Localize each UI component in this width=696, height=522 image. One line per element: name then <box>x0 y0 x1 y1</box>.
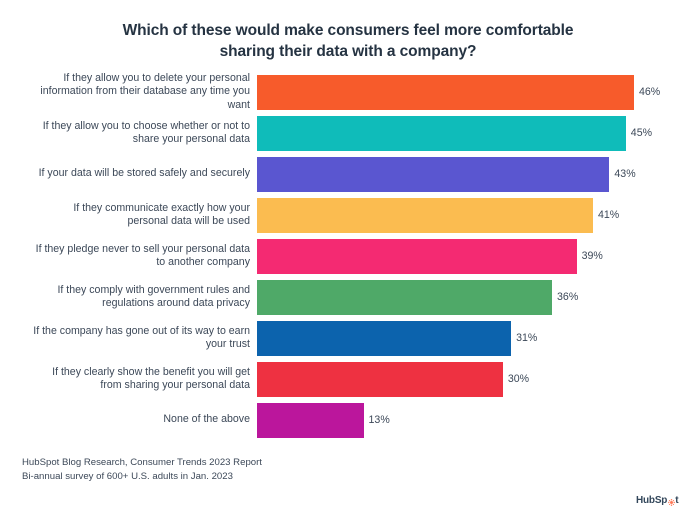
bar-segment[interactable] <box>257 321 512 356</box>
bar-value-label: 46% <box>639 86 661 98</box>
bar-value-label: 36% <box>557 291 579 303</box>
bar-value-label: 13% <box>368 414 390 426</box>
bar-track: 46% <box>257 75 696 110</box>
bar-track: 31% <box>257 321 696 356</box>
bar-value-label: 45% <box>630 127 652 139</box>
bar-value-label: 31% <box>516 332 538 344</box>
bar-track: 39% <box>257 239 696 274</box>
source-note: HubSpot Blog Research, Consumer Trends 2… <box>22 456 262 483</box>
bar-value-label: 41% <box>598 209 620 221</box>
bar-track: 13% <box>257 403 696 438</box>
bar-row: If your data will be stored safely and s… <box>0 154 696 195</box>
bar-row: If they communicate exactly how your per… <box>0 195 696 236</box>
bar-track: 36% <box>257 280 696 315</box>
bar-segment[interactable] <box>257 75 634 110</box>
bar-category-label: None of the above <box>163 413 250 425</box>
bar-track: 43% <box>257 157 696 192</box>
bar-segment[interactable] <box>257 403 364 438</box>
bar-row: If the company has gone out of its way t… <box>0 318 696 359</box>
bar-row: None of the above 13% <box>0 400 696 441</box>
bar-row: If they allow you to delete your persona… <box>0 72 696 113</box>
bar-segment[interactable] <box>257 239 577 274</box>
bar-category-label: If they clearly show the benefit you wil… <box>52 366 250 392</box>
bar-segment[interactable] <box>257 362 503 397</box>
bar-track: 41% <box>257 198 696 233</box>
bar-category-label: If the company has gone out of its way t… <box>33 325 250 351</box>
bar-category-label: If they pledge never to sell your person… <box>35 243 250 269</box>
bar-track: 30% <box>257 362 696 397</box>
bar-row: If they pledge never to sell your person… <box>0 236 696 277</box>
hubspot-logo-text-before: HubSp <box>636 494 668 506</box>
chart-title: Which of these would make consumers feel… <box>98 20 598 62</box>
bar-category-label: If they allow you to delete your persona… <box>40 72 250 111</box>
bar-category-label: If they comply with government rules and… <box>57 284 250 310</box>
bar-segment[interactable] <box>257 280 553 315</box>
bar-row: If they clearly show the benefit you wil… <box>0 359 696 400</box>
bar-segment[interactable] <box>257 157 610 192</box>
bar-category-label: If your data will be stored safely and s… <box>38 167 250 179</box>
bar-value-label: 39% <box>581 250 603 262</box>
source-note-line-2: Bi-annual survey of 600+ U.S. adults in … <box>22 470 233 482</box>
chart-title-line-2: sharing their data with a company? <box>219 43 477 60</box>
bar-segment[interactable] <box>257 198 594 233</box>
chart-title-line-1: Which of these would make consumers feel… <box>122 22 574 39</box>
bar-row: If they allow you to choose whether or n… <box>0 113 696 154</box>
bar-track: 45% <box>257 116 696 151</box>
bar-row: If they comply with government rules and… <box>0 277 696 318</box>
hubspot-sprocket-icon <box>667 498 675 506</box>
bar-value-label: 43% <box>614 168 636 180</box>
bar-category-label: If they communicate exactly how your per… <box>73 202 250 228</box>
bar-segment[interactable] <box>257 116 626 151</box>
source-note-line-1: HubSpot Blog Research, Consumer Trends 2… <box>22 457 262 468</box>
hubspot-logo: HubSp t <box>636 493 679 507</box>
hubspot-logo-text-after: t <box>675 494 679 506</box>
bar-value-label: 30% <box>507 373 530 385</box>
bar-category-label: If they allow you to choose whether or n… <box>42 120 250 146</box>
chart-plot-area: If they allow you to delete your persona… <box>0 72 696 450</box>
